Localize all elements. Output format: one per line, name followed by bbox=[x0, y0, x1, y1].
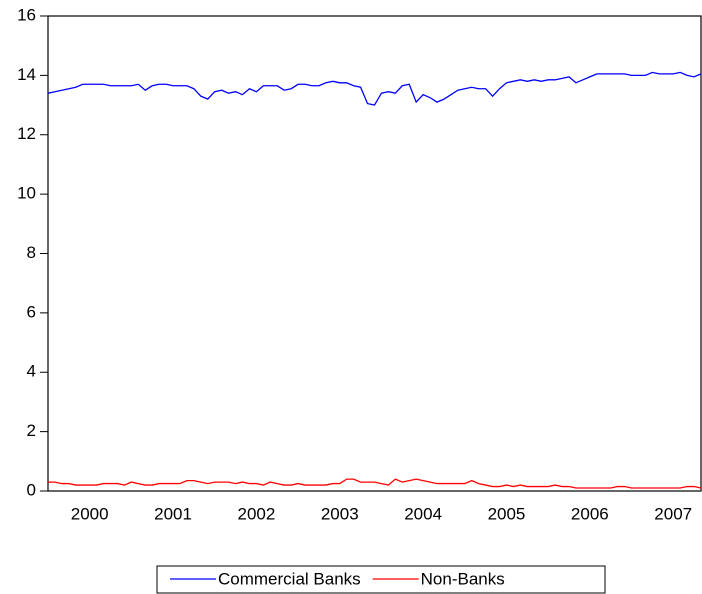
y-tick-label: 2 bbox=[27, 421, 36, 440]
x-tick-label: 2000 bbox=[71, 504, 109, 523]
y-tick-label: 10 bbox=[17, 184, 36, 203]
y-tick-label: 0 bbox=[27, 480, 36, 499]
x-tick-label: 2007 bbox=[654, 504, 692, 523]
y-tick-label: 12 bbox=[17, 124, 36, 143]
x-tick-label: 2004 bbox=[404, 504, 442, 523]
y-tick-label: 14 bbox=[17, 65, 36, 84]
series-line bbox=[47, 71, 702, 106]
y-tick-label: 6 bbox=[27, 302, 36, 321]
y-tick-label: 8 bbox=[27, 243, 36, 262]
y-tick-label: 4 bbox=[27, 362, 36, 381]
plot-frame bbox=[47, 15, 702, 492]
legend-box bbox=[156, 565, 606, 594]
series-line bbox=[48, 478, 702, 489]
x-tick-label: 2006 bbox=[571, 504, 609, 523]
x-tick-label: 2002 bbox=[237, 504, 275, 523]
legend-label: Non-Banks bbox=[421, 569, 505, 588]
x-tick-label: 2005 bbox=[488, 504, 526, 523]
legend-label: Commercial Banks bbox=[218, 569, 361, 588]
x-tick-label: 2001 bbox=[154, 504, 192, 523]
x-tick-label: 2003 bbox=[321, 504, 359, 523]
y-tick-label: 16 bbox=[17, 5, 36, 24]
